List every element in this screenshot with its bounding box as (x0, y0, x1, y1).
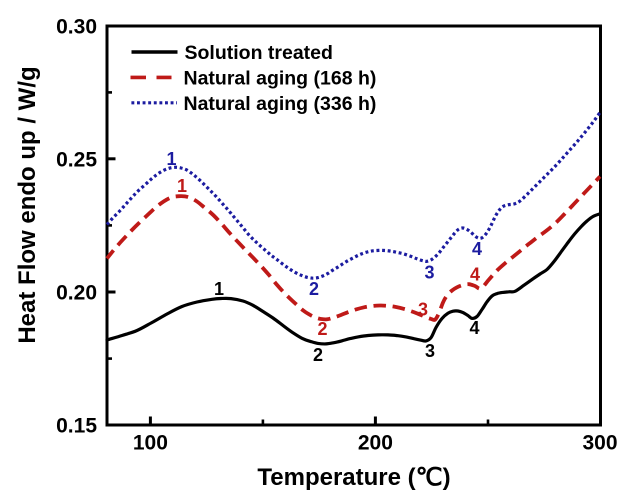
svg-text:Natural aging (168 h): Natural aging (168 h) (184, 67, 377, 89)
svg-text:0.15: 0.15 (56, 415, 97, 438)
svg-text:0.20: 0.20 (56, 282, 97, 305)
svg-text:3: 3 (418, 300, 428, 320)
svg-text:1: 1 (177, 176, 187, 196)
svg-text:3: 3 (424, 263, 434, 283)
svg-text:1: 1 (166, 149, 176, 169)
svg-text:100: 100 (133, 432, 168, 455)
svg-text:Heat Flow endo up / W/g: Heat Flow endo up / W/g (14, 66, 41, 343)
svg-text:Solution treated: Solution treated (185, 42, 333, 64)
svg-text:Natural aging (336 h): Natural aging (336 h) (184, 93, 377, 115)
svg-text:300: 300 (582, 432, 617, 455)
svg-text:1: 1 (214, 279, 224, 299)
svg-text:0.30: 0.30 (56, 16, 97, 39)
svg-text:4: 4 (472, 239, 482, 259)
svg-text:2: 2 (313, 345, 323, 365)
svg-text:4: 4 (470, 265, 480, 285)
svg-text:4: 4 (469, 318, 479, 338)
svg-text:0.25: 0.25 (56, 148, 97, 171)
svg-text:2: 2 (309, 279, 319, 299)
svg-text:2: 2 (317, 319, 327, 339)
svg-text:200: 200 (358, 432, 393, 455)
svg-text:Temperature (℃): Temperature (℃) (257, 464, 450, 491)
svg-text:3: 3 (425, 341, 435, 361)
